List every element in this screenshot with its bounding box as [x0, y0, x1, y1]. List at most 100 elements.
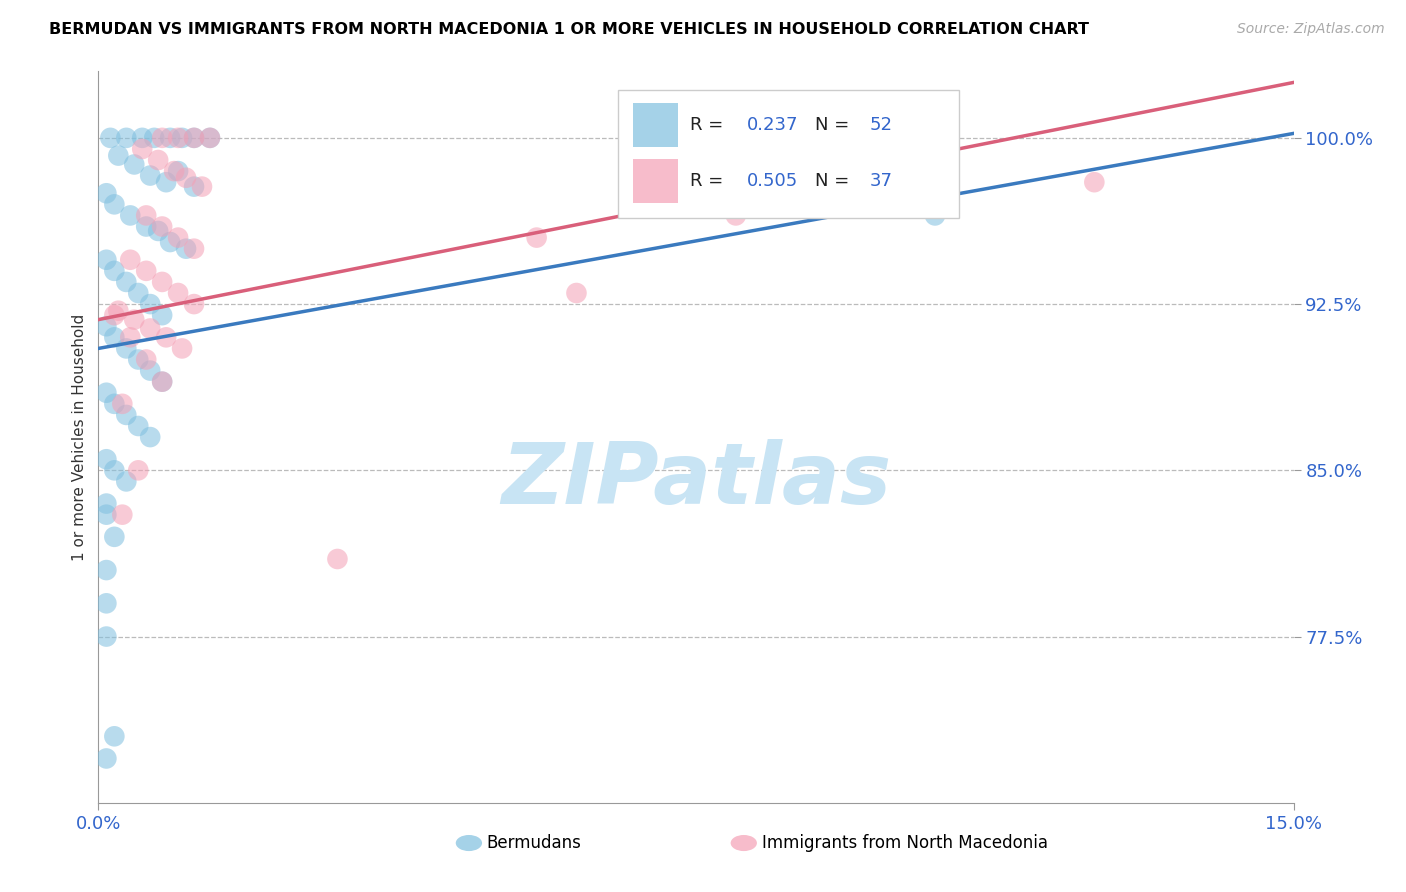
- Point: [172, 342, 194, 356]
- Point: [103, 308, 125, 322]
- Point: [159, 235, 181, 249]
- Point: [159, 131, 181, 145]
- Point: [96, 751, 118, 765]
- Point: [103, 729, 125, 743]
- Point: [174, 170, 197, 185]
- Text: N =: N =: [815, 116, 855, 134]
- Text: ZIPatlas: ZIPatlas: [501, 440, 891, 523]
- Point: [139, 363, 162, 377]
- Point: [103, 330, 125, 344]
- Point: [150, 375, 173, 389]
- Text: N =: N =: [815, 172, 855, 190]
- Point: [96, 596, 118, 610]
- Point: [127, 285, 149, 300]
- Point: [135, 264, 157, 278]
- Point: [111, 397, 134, 411]
- Point: [131, 142, 153, 156]
- Point: [174, 242, 197, 256]
- Point: [163, 164, 186, 178]
- Point: [98, 131, 122, 145]
- Point: [96, 319, 118, 334]
- Point: [326, 552, 349, 566]
- Point: [150, 219, 173, 234]
- Point: [115, 408, 138, 422]
- Point: [127, 463, 149, 477]
- Point: [148, 153, 170, 167]
- Y-axis label: 1 or more Vehicles in Household: 1 or more Vehicles in Household: [72, 313, 87, 561]
- Point: [135, 352, 157, 367]
- Point: [115, 131, 138, 145]
- Point: [167, 285, 190, 300]
- Point: [183, 131, 205, 145]
- Point: [103, 197, 125, 211]
- Point: [183, 242, 205, 256]
- Point: [183, 179, 205, 194]
- Point: [155, 175, 177, 189]
- Point: [172, 131, 194, 145]
- Point: [724, 209, 747, 223]
- Bar: [633, 103, 678, 146]
- Point: [131, 131, 153, 145]
- Point: [139, 321, 162, 335]
- Point: [103, 264, 125, 278]
- Text: Source: ZipAtlas.com: Source: ZipAtlas.com: [1237, 22, 1385, 37]
- Point: [103, 397, 125, 411]
- Point: [167, 230, 190, 244]
- Circle shape: [456, 835, 482, 851]
- Text: R =: R =: [690, 116, 728, 134]
- Text: Immigrants from North Macedonia: Immigrants from North Macedonia: [762, 834, 1047, 852]
- Point: [124, 157, 146, 171]
- Circle shape: [731, 835, 756, 851]
- Point: [198, 131, 221, 145]
- Point: [127, 352, 149, 367]
- Point: [183, 131, 205, 145]
- Point: [120, 209, 142, 223]
- Point: [1083, 175, 1105, 189]
- Text: 0.505: 0.505: [748, 172, 799, 190]
- Point: [124, 312, 146, 326]
- Point: [150, 131, 173, 145]
- Point: [135, 219, 157, 234]
- Point: [107, 148, 129, 162]
- Text: Bermudans: Bermudans: [486, 834, 582, 852]
- Bar: [633, 159, 678, 203]
- Point: [139, 430, 162, 444]
- Text: 37: 37: [869, 172, 893, 190]
- Point: [107, 303, 129, 318]
- Point: [924, 209, 946, 223]
- Point: [96, 508, 118, 522]
- Point: [120, 330, 142, 344]
- Point: [150, 308, 173, 322]
- Point: [148, 224, 170, 238]
- Point: [565, 285, 588, 300]
- Text: R =: R =: [690, 172, 728, 190]
- Point: [150, 275, 173, 289]
- Point: [115, 342, 138, 356]
- Point: [96, 385, 118, 400]
- Point: [96, 563, 118, 577]
- Point: [526, 230, 548, 244]
- Point: [96, 497, 118, 511]
- Point: [143, 131, 166, 145]
- Point: [155, 330, 177, 344]
- Point: [167, 131, 190, 145]
- Point: [139, 297, 162, 311]
- Point: [111, 508, 134, 522]
- Text: BERMUDAN VS IMMIGRANTS FROM NORTH MACEDONIA 1 OR MORE VEHICLES IN HOUSEHOLD CORR: BERMUDAN VS IMMIGRANTS FROM NORTH MACEDO…: [49, 22, 1090, 37]
- Point: [115, 475, 138, 489]
- Point: [103, 463, 125, 477]
- Point: [183, 297, 205, 311]
- Point: [96, 452, 118, 467]
- Point: [96, 186, 118, 201]
- Text: 0.237: 0.237: [748, 116, 799, 134]
- Point: [96, 252, 118, 267]
- Point: [96, 630, 118, 644]
- Point: [115, 275, 138, 289]
- Point: [139, 169, 162, 183]
- Text: 52: 52: [869, 116, 893, 134]
- Point: [150, 375, 173, 389]
- Point: [120, 252, 142, 267]
- Point: [127, 419, 149, 434]
- Point: [198, 131, 221, 145]
- FancyBboxPatch shape: [619, 89, 959, 218]
